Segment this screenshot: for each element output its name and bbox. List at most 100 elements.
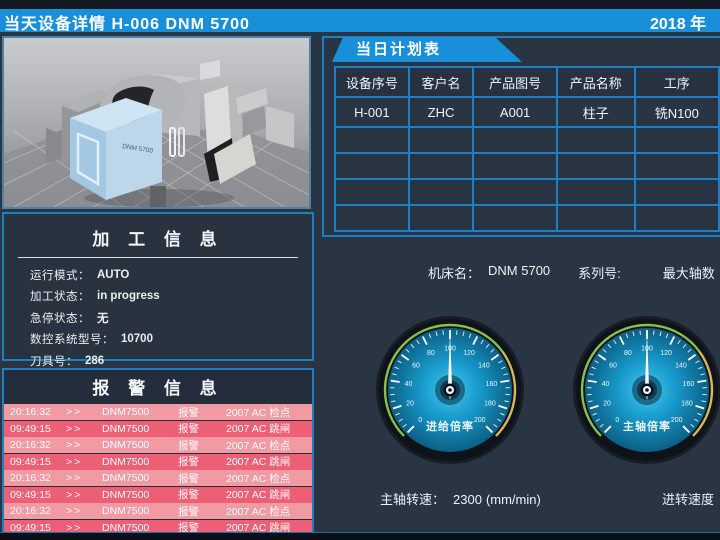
alarm-cell: 09:49:15 bbox=[10, 455, 51, 468]
alarm-row: 09:49:15 >> DNM7500 报警 2007 AC 跳闸 bbox=[4, 453, 312, 470]
alarm-cell: 09:49:15 bbox=[10, 422, 51, 435]
alarm-row: 09:49:15 >> DNM7500 报警 2007 AC 跳闸 bbox=[4, 519, 312, 536]
plan-row bbox=[334, 152, 720, 180]
alarm-list: 20:16:32 >> DNM7500 报警 2007 AC 检点 09:49:15 >> D… bbox=[4, 404, 312, 536]
plan-cell bbox=[555, 204, 636, 232]
processing-info-fields: 运行模式： AUTO 加工状态： in progress 急停状态： 无数控系统型号： 10… bbox=[4, 264, 312, 372]
machine-name-value: DNM 5700 bbox=[488, 263, 551, 278]
plan-header-cell: 产品名称 bbox=[555, 66, 636, 98]
info-field-value: AUTO bbox=[97, 268, 130, 281]
spindle-speed-unit: (mm/min) bbox=[485, 492, 541, 507]
alarm-cell: >> bbox=[66, 406, 83, 418]
alarm-cell: 20:16:32 bbox=[10, 505, 51, 517]
alarm-cell: 20:16:32 bbox=[10, 472, 51, 484]
plan-cell bbox=[407, 152, 475, 180]
daily-plan-panel bbox=[322, 36, 720, 237]
plan-cell bbox=[334, 126, 410, 154]
plan-cell bbox=[633, 178, 720, 206]
info-field: 加工状态： in progress bbox=[30, 286, 312, 308]
svg-text:60: 60 bbox=[412, 363, 420, 370]
alarm-cell: 2007 AC 检点 bbox=[226, 406, 291, 419]
info-field: 刀具号： 286 bbox=[30, 350, 312, 372]
svg-text:120: 120 bbox=[463, 350, 475, 357]
svg-text:160: 160 bbox=[683, 381, 695, 388]
plan-cell bbox=[472, 204, 558, 232]
svg-text:200: 200 bbox=[671, 417, 683, 424]
spindle-speed-value: 2300 bbox=[453, 492, 482, 507]
info-field-value: 10700 bbox=[121, 333, 153, 346]
plan-cell bbox=[407, 178, 475, 206]
feed-override-gauge: 020406080100120140160180200进给倍率 bbox=[376, 316, 524, 464]
plan-header-cell: 产品图号 bbox=[472, 66, 558, 98]
svg-text:60: 60 bbox=[609, 363, 617, 370]
alarm-cell: DNM7500 bbox=[102, 521, 150, 534]
series-number-label: 系列号: bbox=[578, 266, 621, 281]
alarm-cell: >> bbox=[66, 521, 83, 534]
info-field: 急停状态： 无 bbox=[30, 307, 312, 329]
feed-speed-label: 进转速度 bbox=[662, 492, 715, 507]
plan-cell: ZHC bbox=[407, 96, 475, 128]
info-field-label: 加工状态： bbox=[30, 291, 90, 304]
plan-cell bbox=[633, 126, 720, 154]
alarm-cell: >> bbox=[66, 439, 83, 451]
alarm-row: 09:49:15 >> DNM7500 报警 2007 AC 跳闸 bbox=[4, 486, 312, 503]
plan-header-cell: 客户名 bbox=[407, 66, 475, 98]
alarm-cell: DNM7500 bbox=[102, 472, 150, 484]
svg-text:200: 200 bbox=[474, 417, 486, 424]
info-field-label: 数控系统型号： bbox=[30, 334, 114, 347]
svg-text:140: 140 bbox=[478, 363, 490, 370]
machine-meta-row: 机床名： DNM 5700 系列号: 最大轴数 bbox=[428, 263, 715, 282]
alarm-row: 20:16:32 >> DNM7500 报警 2007 AC 检点 bbox=[4, 404, 312, 420]
info-field: 数控系统型号： 10700 bbox=[30, 329, 312, 351]
alarm-cell: >> bbox=[66, 488, 83, 501]
alarm-cell: >> bbox=[66, 422, 83, 435]
bottom-strip bbox=[0, 532, 720, 540]
plan-cell: A001 bbox=[472, 96, 558, 128]
page-title: 当天设备详情 H-006 DNM 5700 bbox=[4, 16, 250, 33]
alarm-cell: 09:49:15 bbox=[10, 521, 51, 534]
alarm-cell: DNM7500 bbox=[102, 505, 150, 517]
svg-text:40: 40 bbox=[602, 381, 610, 388]
alarm-cell: DNM7500 bbox=[102, 406, 150, 418]
header-bar: 当天设备详情 H-006 DNM 5700 2018 年 bbox=[0, 9, 720, 33]
info-field-label: 运行模式： bbox=[30, 269, 90, 282]
info-field-value: 无 bbox=[97, 312, 109, 325]
plan-cell bbox=[334, 152, 410, 180]
info-field-value: in progress bbox=[97, 290, 160, 303]
svg-text:140: 140 bbox=[675, 363, 687, 370]
svg-text:160: 160 bbox=[486, 381, 498, 388]
svg-text:主轴倍率: 主轴倍率 bbox=[623, 419, 671, 433]
machine-3d-render: DNM 5700 bbox=[4, 38, 309, 207]
alarm-row: 09:49:15 >> DNM7500 报警 2007 AC 跳闸 bbox=[4, 420, 312, 437]
alarm-cell: >> bbox=[66, 505, 83, 517]
alarm-row: 20:16:32 >> DNM7500 报警 2007 AC 检点 bbox=[4, 470, 312, 486]
alarm-cell: 报警 bbox=[178, 505, 199, 518]
tab-daily-plan[interactable]: 当日计划表 bbox=[332, 37, 522, 62]
plan-header-cell: 设备序号 bbox=[334, 66, 410, 98]
alarm-cell: 报警 bbox=[178, 456, 199, 468]
plan-cell bbox=[407, 204, 475, 232]
top-strip bbox=[0, 0, 720, 9]
plan-cell bbox=[633, 152, 720, 180]
svg-text:80: 80 bbox=[427, 350, 435, 357]
plan-cell bbox=[472, 178, 558, 206]
plan-cell bbox=[555, 152, 636, 180]
alarm-cell: 2007 AC 检点 bbox=[226, 505, 291, 518]
alarm-cell: 报警 bbox=[178, 406, 199, 419]
plan-cell: H-001 bbox=[334, 96, 410, 128]
alarm-info-panel: 报 警 信 息 20:16:32 >> DNM7500 报警 2007 AC 检点 09:… bbox=[2, 368, 314, 536]
plan-row bbox=[334, 204, 720, 232]
plan-cell bbox=[472, 126, 558, 154]
svg-text:180: 180 bbox=[681, 400, 693, 407]
machine-name-label: 机床名： bbox=[428, 266, 481, 281]
svg-text:180: 180 bbox=[484, 400, 496, 407]
alarm-cell: 20:16:32 bbox=[10, 439, 51, 451]
alarm-cell: 2007 AC 跳闸 bbox=[226, 522, 291, 534]
svg-text:80: 80 bbox=[624, 350, 632, 357]
alarm-cell: 09:49:15 bbox=[10, 488, 51, 501]
plan-cell: 铣N100 bbox=[633, 96, 720, 128]
plan-row bbox=[334, 178, 720, 206]
alarm-cell: DNM7500 bbox=[102, 488, 150, 501]
plan-cell bbox=[472, 152, 558, 180]
